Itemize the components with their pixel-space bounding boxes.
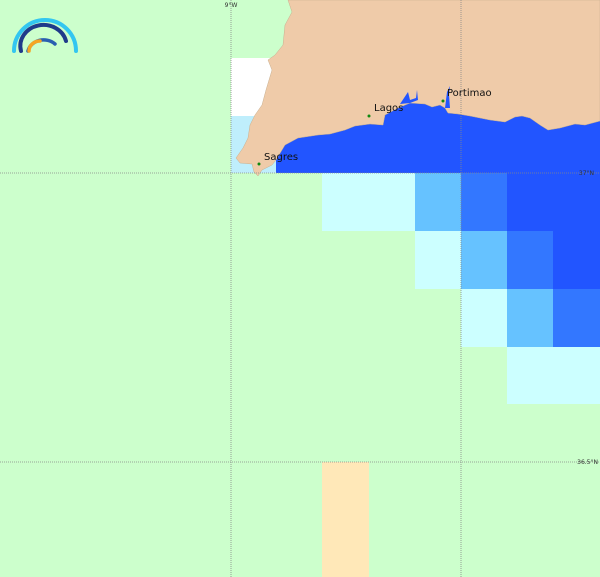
- logo-rainbow-icon: [12, 18, 78, 53]
- place-label: Portimao: [447, 88, 492, 99]
- land-mass: [235, 0, 600, 177]
- place-lagos[interactable]: Lagos: [367, 103, 404, 118]
- lat-label-36-5: 36.5°N: [577, 459, 598, 466]
- lagoon: [400, 90, 418, 104]
- place-label: Sagres: [264, 152, 298, 163]
- place-sagres[interactable]: Sagres: [257, 152, 299, 166]
- lon-label: 9°W: [225, 2, 238, 9]
- place-dot: [441, 99, 445, 103]
- place-portimao[interactable]: Portimao: [441, 88, 492, 103]
- place-dot: [257, 162, 261, 166]
- place-dot: [367, 114, 371, 118]
- lat-label-37: 37°N: [579, 170, 594, 177]
- place-label: Lagos: [374, 103, 403, 114]
- river-arade: [445, 86, 450, 108]
